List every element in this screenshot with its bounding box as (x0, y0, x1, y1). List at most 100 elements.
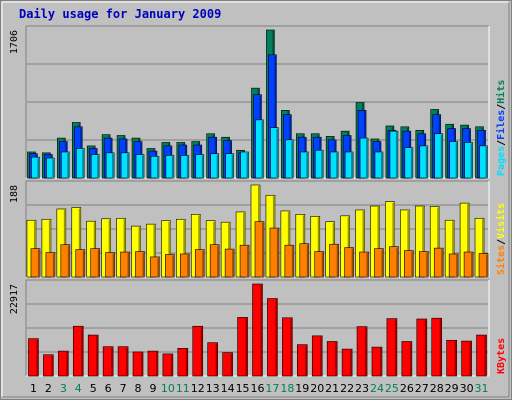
bar-sites-day-30 (463, 251, 474, 278)
legend-separator: / (496, 104, 507, 110)
bar-pages-day-19 (300, 151, 309, 179)
x-tick-label: 28 (430, 382, 444, 395)
bar-shade (231, 154, 234, 178)
legend-separator: / (496, 239, 507, 245)
bar-pages-day-21 (329, 151, 339, 179)
bar-shade (440, 134, 443, 178)
bar-shade (127, 153, 130, 178)
bar-shade (455, 142, 458, 178)
bar-shade (321, 151, 324, 178)
bar-sites-day-27 (418, 251, 429, 278)
x-tick-label: 29 (445, 382, 459, 395)
bar-sites-day-15 (239, 244, 250, 278)
bar-shade (260, 285, 263, 376)
bar-shade (230, 353, 233, 376)
bar-pages-day-5 (90, 154, 100, 179)
bar-shade (246, 152, 249, 178)
bar-shade (262, 222, 264, 277)
bar-shade (216, 154, 219, 178)
bar-kbytes-day-15 (237, 317, 248, 377)
x-tick-label: 19 (295, 382, 309, 395)
bar-shade (276, 128, 279, 178)
x-tick-label: 27 (415, 382, 429, 395)
bar-shade (274, 55, 277, 179)
bar-kbytes-day-20 (311, 335, 323, 377)
bar-kbytes-day-21 (326, 341, 338, 377)
bar-shade (321, 252, 324, 277)
x-tick-label: 17 (265, 382, 279, 395)
bar-shade (469, 342, 472, 376)
bar-shade (336, 245, 339, 277)
bar-shade (63, 209, 66, 277)
chart-title: Daily usage for January 2009 (19, 7, 221, 21)
bar-kbytes-day-1 (28, 338, 39, 377)
bar-sites-day-1 (30, 248, 41, 278)
bar-shade (157, 257, 160, 277)
x-tick-label: 30 (460, 382, 474, 395)
bar-shade (78, 208, 81, 277)
bar-shade (108, 219, 111, 277)
bar-shade (467, 204, 470, 277)
bar-shade (362, 210, 365, 277)
bar-shade (381, 249, 384, 277)
bar-kbytes-day-29 (446, 339, 457, 377)
x-tick-label: 6 (105, 382, 112, 395)
x-tick-label: 12 (191, 382, 205, 395)
bar-shade (424, 319, 427, 376)
bar-pages-day-12 (195, 154, 205, 179)
bar-shade (261, 120, 264, 178)
bar-kbytes-day-6 (102, 346, 114, 377)
bar-shade (172, 255, 175, 277)
bar-kbytes-day-22 (341, 348, 353, 377)
bar-pages-day-3 (61, 151, 70, 179)
bar-sites-day-23 (359, 251, 369, 278)
bar-pages-day-7 (120, 152, 130, 179)
bar-shade (215, 343, 218, 376)
bar-shade (306, 152, 309, 178)
bar-shade (441, 249, 444, 277)
bar-sites-day-8 (135, 251, 145, 278)
bar-shade (439, 319, 442, 376)
bar-shade (470, 143, 473, 178)
panel-max-label: 1706 (9, 30, 20, 54)
bar-shade (351, 248, 354, 277)
bar-shade (317, 217, 320, 277)
x-tick-label: 11 (176, 382, 190, 395)
bar-shade (96, 336, 99, 376)
bar-shade (396, 247, 399, 277)
bar-shade (290, 318, 293, 376)
bar-pages-day-22 (344, 151, 354, 179)
x-tick-label: 13 (206, 382, 220, 395)
bar-shade (426, 252, 429, 277)
bar-shade (187, 255, 190, 277)
bar-pages-day-14 (225, 153, 234, 179)
bar-shade (335, 342, 338, 376)
panel-legend: KBytes (496, 338, 507, 374)
legend-entry-pages: Pages (496, 146, 507, 176)
bar-shade (198, 215, 201, 277)
bar-sites-day-10 (165, 254, 175, 278)
bar-shade (82, 149, 85, 178)
bar-shade (66, 352, 69, 376)
bar-kbytes-day-31 (476, 334, 487, 377)
bar-shade (245, 318, 248, 376)
bar-kbytes-day-30 (461, 340, 472, 377)
bar-kbytes-day-7 (117, 346, 129, 377)
bar-shade (320, 336, 323, 376)
panels-layer: 1706Pages/Files/Hits188Sites/Visits22917… (9, 25, 507, 377)
x-tick-label: 3 (60, 382, 67, 395)
bar-shade (37, 158, 40, 178)
bar-kbytes-day-8 (132, 351, 144, 377)
bar-shade (275, 299, 278, 376)
bar-sites-day-6 (105, 252, 115, 278)
bar-sites-day-9 (150, 256, 160, 278)
bar-shade (171, 156, 174, 178)
bar-shade (452, 221, 455, 277)
bar-pages-day-29 (449, 141, 458, 179)
x-tick-label: 20 (310, 382, 324, 395)
bar-shade (409, 342, 412, 376)
bar-sites-day-26 (404, 250, 414, 278)
x-tick-label: 15 (236, 382, 250, 395)
x-axis-labels: 1 2 3 4 5 6 7 8 9 10 11 12 13 14 15 16 17 18 19 20 21 22 23 24 2… (30, 382, 489, 395)
legend-separator: / (496, 140, 507, 146)
